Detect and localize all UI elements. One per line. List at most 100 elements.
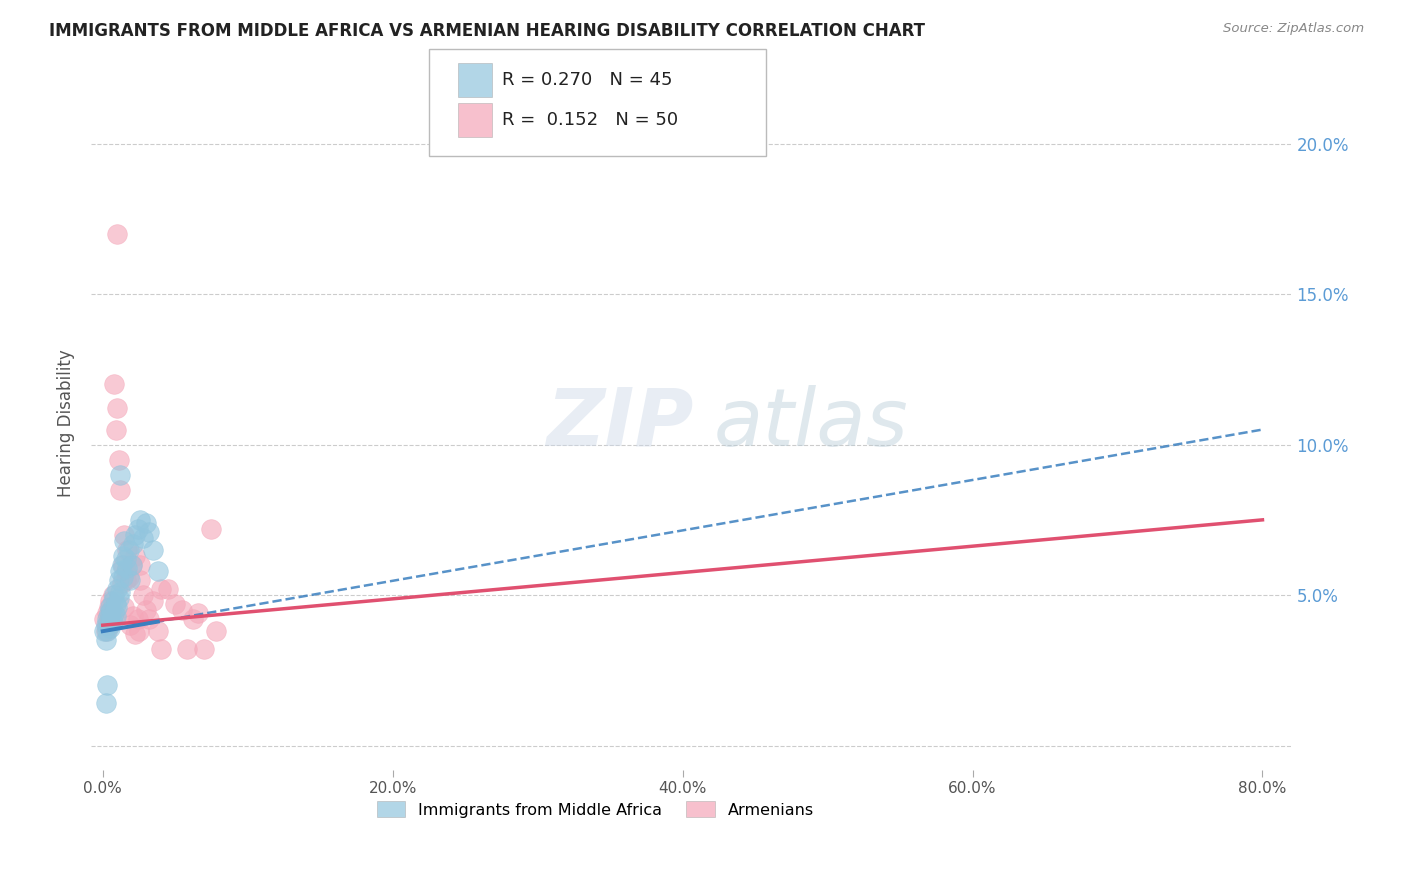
Point bbox=[149, 642, 172, 657]
Point bbox=[135, 603, 157, 617]
Point bbox=[108, 467, 131, 482]
Point bbox=[122, 537, 145, 551]
Point bbox=[156, 582, 179, 596]
Point bbox=[98, 594, 121, 608]
Point bbox=[200, 522, 222, 536]
Legend: Immigrants from Middle Africa, Armenians: Immigrants from Middle Africa, Armenians bbox=[370, 795, 820, 824]
Point bbox=[112, 549, 135, 563]
Point bbox=[117, 561, 139, 575]
Point bbox=[181, 612, 204, 626]
Point bbox=[98, 600, 121, 615]
Point bbox=[128, 624, 150, 639]
Point bbox=[105, 600, 128, 615]
Text: R = 0.270   N = 45: R = 0.270 N = 45 bbox=[502, 71, 672, 89]
Point bbox=[176, 642, 198, 657]
Text: atlas: atlas bbox=[714, 384, 908, 463]
Point bbox=[101, 594, 124, 608]
Point bbox=[107, 591, 129, 606]
Point bbox=[100, 612, 122, 626]
Point bbox=[149, 582, 172, 596]
Point bbox=[172, 603, 194, 617]
Point bbox=[187, 606, 209, 620]
Point bbox=[96, 612, 118, 626]
Point bbox=[103, 377, 125, 392]
Point bbox=[142, 543, 165, 558]
Point bbox=[96, 624, 118, 639]
Point bbox=[96, 678, 118, 692]
Point bbox=[103, 588, 125, 602]
Point bbox=[124, 549, 146, 563]
Point bbox=[108, 564, 131, 578]
Point bbox=[105, 401, 128, 416]
Point bbox=[98, 618, 121, 632]
Text: IMMIGRANTS FROM MIDDLE AFRICA VS ARMENIAN HEARING DISABILITY CORRELATION CHART: IMMIGRANTS FROM MIDDLE AFRICA VS ARMENIA… bbox=[49, 22, 925, 40]
Point bbox=[103, 606, 125, 620]
Point bbox=[96, 606, 118, 620]
Point bbox=[120, 573, 142, 587]
Point bbox=[105, 227, 128, 241]
Point bbox=[142, 594, 165, 608]
Point bbox=[115, 573, 138, 587]
Point bbox=[97, 606, 120, 620]
Point bbox=[114, 533, 136, 548]
Text: Source: ZipAtlas.com: Source: ZipAtlas.com bbox=[1223, 22, 1364, 36]
Point bbox=[115, 552, 138, 566]
Point bbox=[122, 609, 145, 624]
Point bbox=[104, 597, 127, 611]
Point bbox=[101, 588, 124, 602]
Point bbox=[165, 597, 187, 611]
Point bbox=[108, 483, 131, 497]
Point bbox=[112, 558, 135, 572]
Point bbox=[121, 558, 143, 572]
Text: ZIP: ZIP bbox=[546, 384, 693, 463]
Point bbox=[146, 624, 169, 639]
Text: R =  0.152   N = 50: R = 0.152 N = 50 bbox=[502, 112, 678, 129]
Point bbox=[97, 618, 120, 632]
Point bbox=[100, 603, 122, 617]
Point bbox=[112, 570, 135, 584]
Point bbox=[93, 624, 115, 639]
Point bbox=[138, 524, 160, 539]
Point bbox=[94, 618, 117, 632]
Point bbox=[114, 600, 136, 615]
Point bbox=[108, 585, 131, 599]
Point bbox=[107, 452, 129, 467]
Point bbox=[96, 618, 118, 632]
Point bbox=[107, 573, 129, 587]
Point bbox=[101, 615, 124, 630]
Point bbox=[124, 627, 146, 641]
Point bbox=[127, 612, 149, 626]
Point bbox=[105, 582, 128, 596]
Point bbox=[104, 423, 127, 437]
Point bbox=[110, 576, 132, 591]
Point bbox=[193, 642, 215, 657]
Point bbox=[97, 612, 120, 626]
Point bbox=[100, 606, 122, 620]
Point bbox=[121, 558, 143, 572]
Point bbox=[129, 513, 152, 527]
Point bbox=[114, 528, 136, 542]
Point bbox=[129, 573, 152, 587]
Point bbox=[138, 612, 160, 626]
Point bbox=[127, 522, 149, 536]
Point bbox=[118, 543, 141, 558]
Point bbox=[129, 558, 152, 572]
Point bbox=[135, 516, 157, 530]
Point bbox=[110, 558, 132, 572]
Point bbox=[94, 633, 117, 648]
Point bbox=[98, 621, 121, 635]
Point bbox=[117, 543, 139, 558]
Point bbox=[115, 564, 138, 578]
Point bbox=[97, 600, 120, 615]
Point bbox=[120, 618, 142, 632]
Point bbox=[124, 528, 146, 542]
Point bbox=[118, 570, 141, 584]
Point bbox=[132, 588, 155, 602]
Point bbox=[94, 624, 117, 639]
Point bbox=[132, 531, 155, 545]
Point bbox=[98, 609, 121, 624]
Y-axis label: Hearing Disability: Hearing Disability bbox=[58, 350, 75, 498]
Point bbox=[101, 609, 124, 624]
Point bbox=[94, 697, 117, 711]
Point bbox=[205, 624, 228, 639]
